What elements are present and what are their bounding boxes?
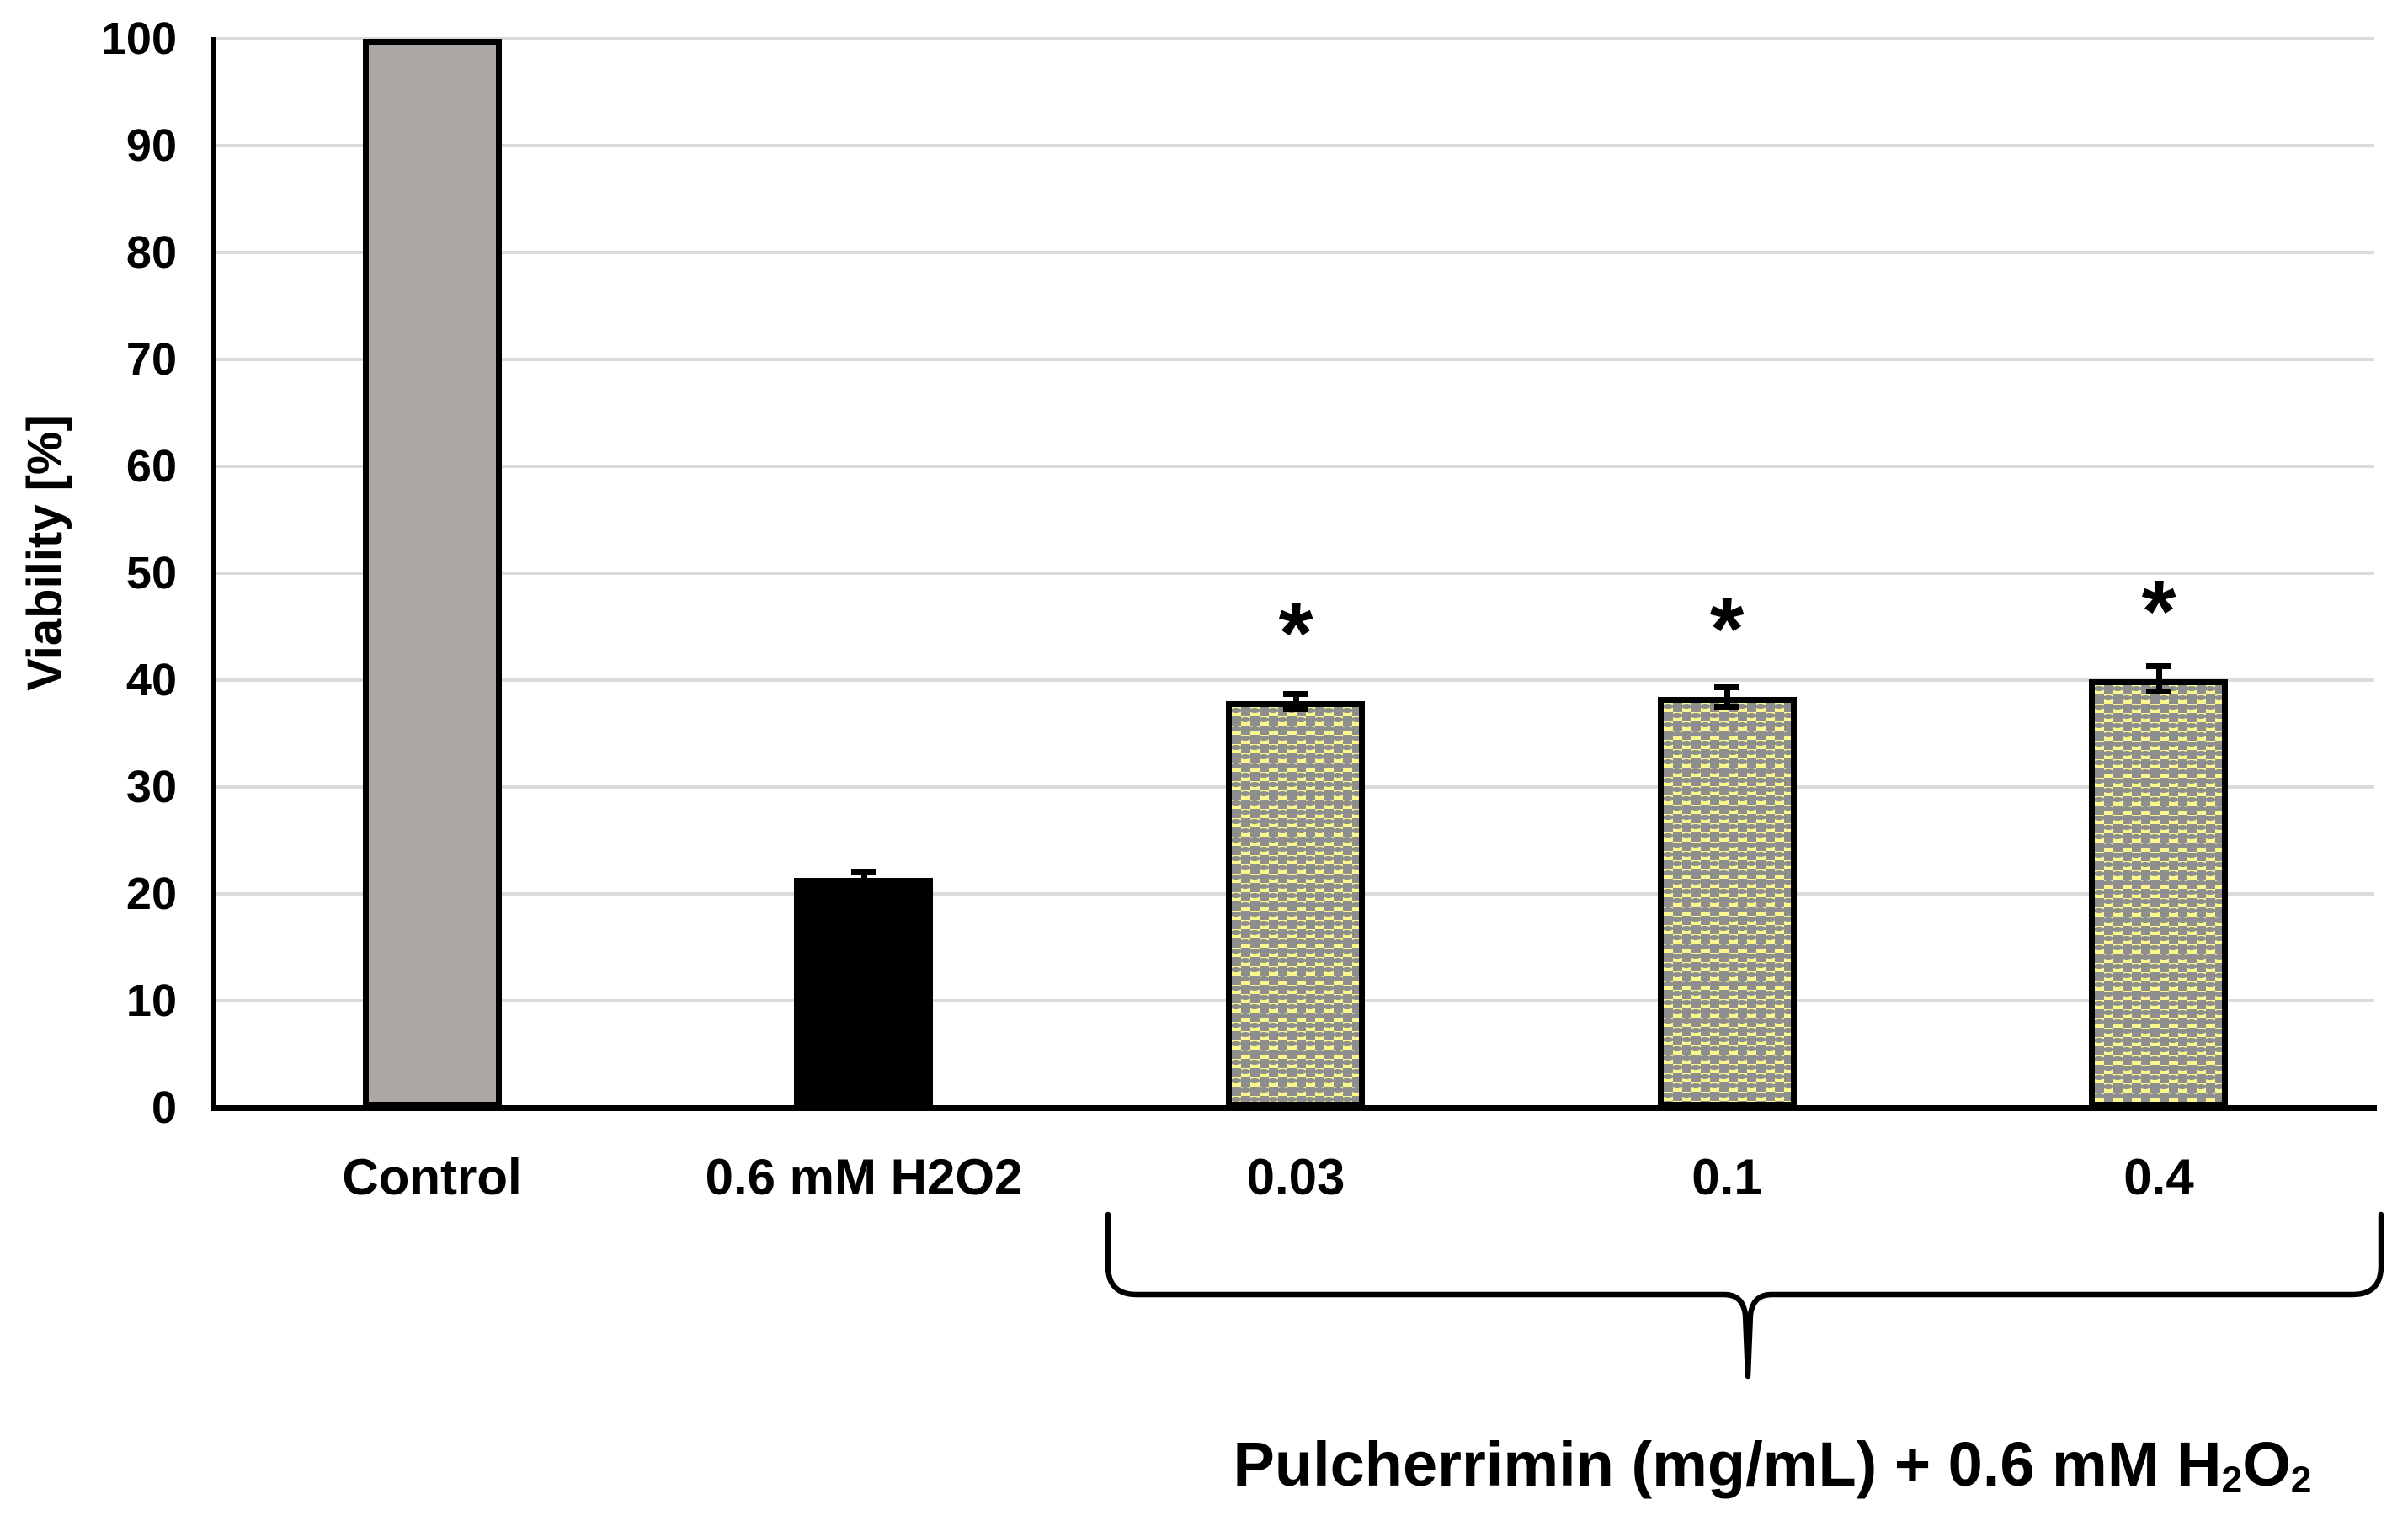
group-label-text2: O: [2242, 1429, 2291, 1499]
x-category-label: Control: [342, 1149, 522, 1205]
gridline: [216, 678, 2374, 682]
significance-asterisk: *: [1709, 580, 1745, 678]
y-tick-label: 60: [125, 441, 177, 492]
x-category-label: 0.1: [1691, 1149, 1762, 1205]
y-tick-label: 70: [125, 334, 177, 385]
y-tick-label: 0: [151, 1082, 177, 1133]
error-bar-stem: [860, 869, 867, 886]
group-label-text: Pulcherrimin (mg/mL) + 0.6 mM H: [1233, 1429, 2222, 1499]
group-label-sub1: 2: [2221, 1459, 2243, 1501]
y-tick-label: 90: [125, 120, 177, 171]
x-axis-line: [211, 1105, 2377, 1111]
y-axis-line: [211, 37, 216, 1111]
group-axis-label: Pulcherrimin (mg/mL) + 0.6 mM H2O2: [1116, 1422, 2408, 1507]
error-bar-stem: [1292, 691, 1299, 712]
y-tick-label: 10: [125, 976, 177, 1026]
significance-asterisk: *: [1278, 584, 1313, 683]
plot-area: * * *: [216, 37, 2374, 1108]
gridline: [216, 572, 2374, 575]
gridline: [216, 251, 2374, 254]
error-bar: [1714, 684, 1739, 710]
x-category-label: 0.03: [1246, 1149, 1345, 1205]
error-bar: [1283, 691, 1308, 712]
y-tick-label: 40: [125, 655, 177, 705]
y-tick-label: 80: [125, 227, 177, 278]
gridline: [216, 144, 2374, 147]
y-tick-label: 100: [100, 13, 177, 64]
y-tick-label: 20: [125, 869, 177, 919]
error-bar: [851, 869, 876, 886]
bar-0.03: [1226, 701, 1365, 1108]
x-category-label: 0.4: [2123, 1149, 2194, 1205]
bar-control: [363, 39, 502, 1108]
y-tick-label: 30: [125, 762, 177, 812]
bar-0.4: [2089, 679, 2228, 1108]
y-tick-label: 50: [125, 548, 177, 598]
x-category-label: 0.6 mM H2O2: [705, 1149, 1023, 1205]
error-bar-stem: [2155, 663, 2162, 694]
gridline: [216, 37, 2374, 40]
error-bar: [2146, 663, 2171, 694]
gridline: [216, 465, 2374, 468]
error-bar-stem: [1723, 684, 1730, 710]
group-label-sub2: 2: [2290, 1459, 2312, 1501]
bar-0.1: [1658, 697, 1797, 1108]
group-brace: [1105, 1211, 2384, 1380]
bar-0.6-mm-h2o2: [794, 878, 933, 1108]
significance-asterisk: *: [2141, 562, 2176, 661]
gridline: [216, 358, 2374, 361]
